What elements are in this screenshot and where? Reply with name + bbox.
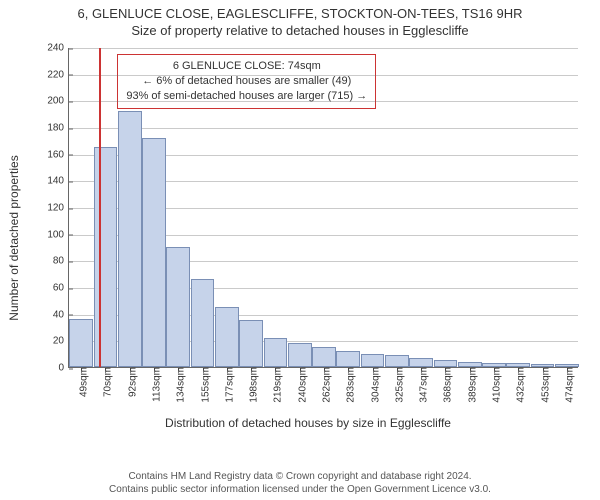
x-tick-label: 347sqm bbox=[413, 367, 430, 403]
x-tick-label: 389sqm bbox=[461, 367, 478, 403]
x-tick-label: 155sqm bbox=[194, 367, 211, 403]
x-tick-label: 453sqm bbox=[534, 367, 551, 403]
info-line-2: ← 6% of detached houses are smaller (49) bbox=[126, 74, 367, 89]
header-address: 6, GLENLUCE CLOSE, EAGLESCLIFFE, STOCKTO… bbox=[0, 6, 600, 21]
y-tick-label: 240 bbox=[47, 43, 69, 54]
gridline bbox=[69, 75, 578, 76]
histogram-bar bbox=[118, 111, 142, 367]
x-tick-label: 283sqm bbox=[340, 367, 357, 403]
x-axis-label: Distribution of detached houses by size … bbox=[165, 416, 451, 430]
header-subtitle: Size of property relative to detached ho… bbox=[0, 23, 600, 38]
x-tick-label: 134sqm bbox=[170, 367, 187, 403]
footer-line-1: Contains HM Land Registry data © Crown c… bbox=[0, 470, 600, 483]
y-tick-label: 0 bbox=[58, 363, 69, 374]
gridline bbox=[69, 48, 578, 49]
histogram-bar bbox=[409, 358, 433, 367]
y-tick-label: 60 bbox=[53, 283, 69, 294]
x-tick-label: 325sqm bbox=[388, 367, 405, 403]
histogram-bar bbox=[166, 247, 190, 367]
y-tick-label: 20 bbox=[53, 336, 69, 347]
histogram-bar bbox=[312, 347, 336, 367]
y-tick-label: 100 bbox=[47, 229, 69, 240]
x-tick-label: 92sqm bbox=[121, 367, 138, 397]
histogram-bar bbox=[69, 319, 93, 367]
x-tick-label: 262sqm bbox=[316, 367, 333, 403]
y-tick-label: 180 bbox=[47, 123, 69, 134]
x-tick-label: 240sqm bbox=[291, 367, 308, 403]
x-tick-label: 368sqm bbox=[437, 367, 454, 403]
histogram-bar bbox=[239, 320, 263, 367]
x-tick-label: 177sqm bbox=[218, 367, 235, 403]
histogram-bar bbox=[434, 360, 458, 367]
y-tick-label: 220 bbox=[47, 69, 69, 80]
footer-attribution: Contains HM Land Registry data © Crown c… bbox=[0, 470, 600, 496]
x-tick-label: 304sqm bbox=[364, 367, 381, 403]
y-axis-label: Number of detached properties bbox=[7, 155, 21, 320]
y-tick-label: 40 bbox=[53, 309, 69, 320]
histogram-bar bbox=[191, 279, 215, 367]
histogram-bar bbox=[336, 351, 360, 367]
y-tick-label: 80 bbox=[53, 256, 69, 267]
x-tick-label: 410sqm bbox=[486, 367, 503, 403]
y-tick-label: 160 bbox=[47, 149, 69, 160]
histogram-bar bbox=[94, 147, 118, 367]
x-tick-label: 49sqm bbox=[73, 367, 90, 397]
y-tick-label: 120 bbox=[47, 203, 69, 214]
histogram-bar bbox=[264, 338, 288, 367]
x-tick-label: 474sqm bbox=[558, 367, 575, 403]
y-tick-label: 140 bbox=[47, 176, 69, 187]
histogram-bar bbox=[361, 354, 385, 367]
x-tick-label: 113sqm bbox=[146, 367, 163, 402]
footer-line-2: Contains public sector information licen… bbox=[0, 483, 600, 496]
gridline bbox=[69, 101, 578, 102]
property-marker-line bbox=[99, 48, 101, 367]
chart-header: 6, GLENLUCE CLOSE, EAGLESCLIFFE, STOCKTO… bbox=[0, 0, 600, 38]
x-tick-label: 198sqm bbox=[243, 367, 260, 403]
gridline bbox=[69, 128, 578, 129]
info-line-1: 6 GLENLUCE CLOSE: 74sqm bbox=[126, 59, 367, 74]
histogram-bar bbox=[215, 307, 239, 367]
histogram-bar bbox=[288, 343, 312, 367]
histogram-bar bbox=[142, 138, 166, 367]
x-tick-label: 219sqm bbox=[267, 367, 284, 403]
histogram-bar bbox=[385, 355, 409, 367]
plot-region: 6 GLENLUCE CLOSE: 74sqm ← 6% of detached… bbox=[68, 48, 578, 368]
chart-area: Number of detached properties 6 GLENLUCE… bbox=[28, 48, 588, 428]
x-tick-label: 70sqm bbox=[97, 367, 114, 397]
x-tick-label: 432sqm bbox=[510, 367, 527, 403]
y-tick-label: 200 bbox=[47, 96, 69, 107]
